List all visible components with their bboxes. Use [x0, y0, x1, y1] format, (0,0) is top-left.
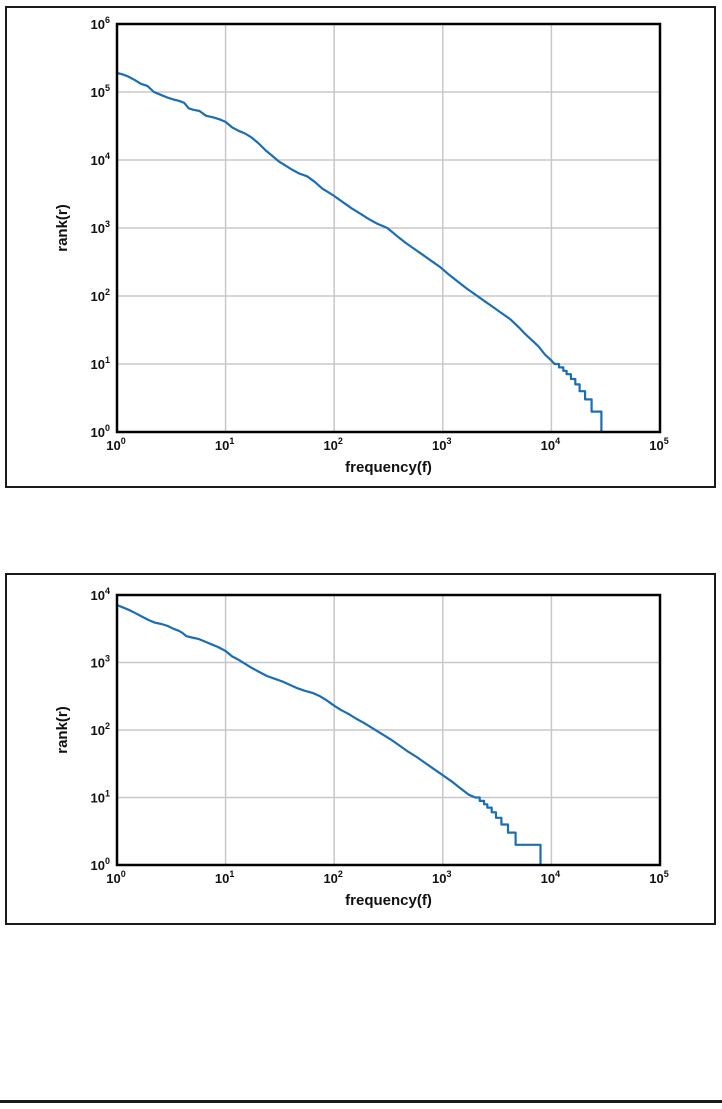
x-tick-label: 101 — [215, 869, 234, 886]
y-tick-label: 101 — [91, 355, 110, 372]
x-tick-label: 103 — [432, 869, 451, 886]
plot-frame — [115, 22, 662, 434]
x-tick-label: 104 — [541, 436, 560, 453]
zipf-plot-panel-top: 100 101 102 103 104 105 100 101 102 103 104 105 106 f… — [5, 6, 716, 488]
x-axis-label: frequency(f) — [345, 459, 432, 476]
y-tick-label: 102 — [91, 721, 110, 738]
x-tick-label: 102 — [323, 869, 342, 886]
y-tick-label: 104 — [91, 586, 110, 603]
x-tick-label: 104 — [541, 869, 560, 886]
x-tick-label: 101 — [215, 436, 234, 453]
x-tick-label: 102 — [323, 436, 342, 453]
y-tick-label: 106 — [91, 15, 110, 32]
y-tick-label: 103 — [91, 654, 110, 671]
plot-frame — [115, 593, 662, 867]
y-tick-label: 102 — [91, 287, 110, 304]
zipf-curve-bottom — [115, 604, 542, 867]
x-tick-label: 105 — [649, 869, 668, 886]
y-tick-label: 103 — [91, 219, 110, 236]
x-tick-label: 105 — [649, 436, 668, 453]
y-axis-label: rank(r) — [54, 204, 71, 252]
zipf-chart-bottom: 100 101 102 103 104 105100101102103104frequen… — [54, 586, 669, 909]
zipf-chart-top: 100 101 102 103 104 105100101102103104105106f… — [54, 15, 669, 476]
y-tick-label: 101 — [91, 789, 110, 806]
x-tick-label: 103 — [432, 436, 451, 453]
zipf-plot-panel-bottom: 100 101 102 103 104 105 100 101 102 103 104 frequen… — [5, 573, 716, 925]
y-tick-label: 104 — [91, 151, 110, 168]
zipf-curve-top — [115, 71, 603, 434]
y-tick-label: 105 — [91, 83, 110, 100]
y-axis-label: rank(r) — [54, 706, 71, 754]
page-bottom-rule — [0, 1100, 722, 1103]
x-tick-label: 100 — [106, 436, 125, 453]
x-tick-label: 100 — [106, 869, 125, 886]
x-axis-label: frequency(f) — [345, 892, 432, 909]
